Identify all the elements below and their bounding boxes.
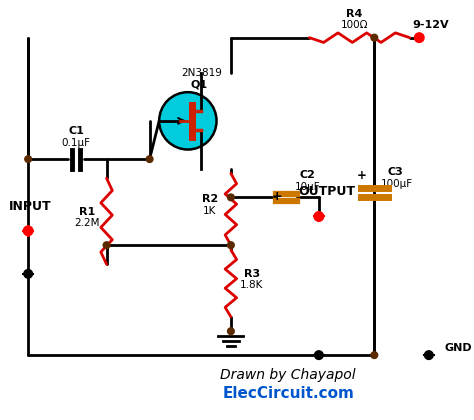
Text: 100Ω: 100Ω bbox=[340, 20, 368, 30]
Circle shape bbox=[146, 156, 153, 163]
Circle shape bbox=[371, 34, 378, 41]
Text: 2N3819: 2N3819 bbox=[181, 68, 222, 78]
Text: 100μF: 100μF bbox=[381, 179, 413, 189]
Text: C1: C1 bbox=[68, 126, 84, 136]
Text: ElecCircuit.com: ElecCircuit.com bbox=[222, 386, 354, 401]
Text: 9-12V: 9-12V bbox=[412, 20, 449, 30]
Text: 2.2M: 2.2M bbox=[75, 218, 100, 228]
Text: R4: R4 bbox=[346, 9, 363, 18]
Text: GND: GND bbox=[444, 343, 472, 353]
Text: Q1: Q1 bbox=[191, 79, 208, 89]
Circle shape bbox=[371, 352, 378, 359]
Text: +: + bbox=[357, 169, 367, 182]
Text: +: + bbox=[272, 190, 283, 203]
Circle shape bbox=[24, 270, 32, 278]
Circle shape bbox=[228, 328, 234, 335]
Circle shape bbox=[315, 351, 323, 360]
Text: 1.8K: 1.8K bbox=[240, 280, 264, 290]
Circle shape bbox=[159, 92, 217, 150]
Text: 10μF: 10μF bbox=[294, 182, 320, 192]
Circle shape bbox=[25, 156, 31, 163]
Text: INPUT: INPUT bbox=[9, 200, 51, 213]
Text: R2: R2 bbox=[202, 194, 218, 204]
Circle shape bbox=[425, 351, 433, 360]
Circle shape bbox=[228, 194, 234, 201]
Text: 1K: 1K bbox=[203, 206, 217, 215]
Text: C3: C3 bbox=[387, 167, 403, 177]
Text: 0.1μF: 0.1μF bbox=[62, 138, 91, 148]
Circle shape bbox=[414, 33, 424, 42]
Text: C2: C2 bbox=[300, 170, 315, 180]
Circle shape bbox=[314, 212, 324, 221]
Circle shape bbox=[103, 242, 110, 249]
Text: R1: R1 bbox=[79, 207, 96, 217]
Text: R3: R3 bbox=[244, 269, 260, 279]
Text: OUTPUT: OUTPUT bbox=[298, 186, 355, 198]
Circle shape bbox=[23, 226, 33, 236]
Circle shape bbox=[228, 242, 234, 249]
Text: Drawn by Chayapol: Drawn by Chayapol bbox=[220, 368, 356, 382]
